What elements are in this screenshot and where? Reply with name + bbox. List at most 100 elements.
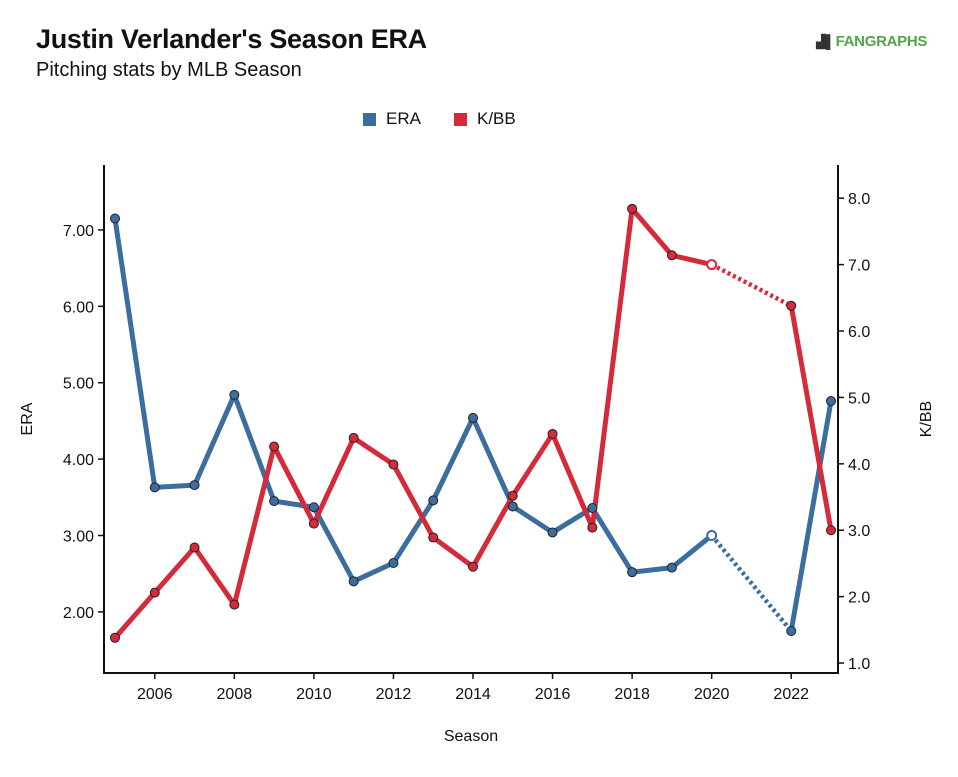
legend-item-kbb: K/BB bbox=[454, 107, 516, 131]
data-point-kbb bbox=[666, 250, 677, 261]
line-segment-era bbox=[351, 560, 396, 584]
y-left-tick-label: 6.00 bbox=[63, 299, 94, 316]
line-segment-era bbox=[112, 215, 158, 490]
data-point-era bbox=[388, 557, 399, 568]
data-point-kbb bbox=[507, 490, 518, 501]
x-tick-label: 2014 bbox=[455, 686, 491, 703]
data-point-era bbox=[468, 412, 478, 423]
chart-axes: 2006 2008 2010 2012 2014 2016 2018 2020 2022 2.00… bbox=[19, 165, 935, 745]
y-right-tick-label: 3.0 bbox=[848, 523, 870, 540]
data-point-kbb bbox=[229, 599, 240, 610]
line-segment-kbb bbox=[669, 252, 715, 268]
line-segment-kbb bbox=[550, 431, 595, 531]
line-segment-kbb bbox=[390, 461, 436, 541]
line-segment-kbb bbox=[152, 544, 198, 596]
y-left-tick-label: 3.00 bbox=[63, 528, 94, 545]
data-point-kbb bbox=[110, 632, 120, 643]
legend-item-era: ERA bbox=[363, 107, 421, 131]
data-point-era bbox=[587, 502, 598, 513]
line-segment-era bbox=[669, 532, 715, 571]
line-segment-era bbox=[629, 565, 675, 575]
legend-swatch-era bbox=[363, 112, 376, 126]
fangraphs-logo-icon: ▟▌ bbox=[816, 34, 835, 49]
data-point-kbb bbox=[826, 525, 836, 536]
legend-label-era: ERA bbox=[386, 109, 421, 128]
data-point-era bbox=[706, 529, 718, 541]
line-segment-kbb bbox=[430, 535, 476, 570]
data-point-era bbox=[428, 495, 439, 506]
data-point-kbb bbox=[308, 518, 319, 529]
line-segment-era bbox=[510, 503, 556, 535]
data-point-kbb bbox=[348, 432, 359, 443]
legend-swatch-kbb bbox=[454, 112, 467, 126]
fangraphs-logo: ▟▌FANGRAPHS bbox=[816, 33, 927, 50]
line-segment-era bbox=[192, 392, 237, 488]
data-point-kbb bbox=[627, 203, 638, 214]
line-segment-kbb bbox=[470, 493, 516, 570]
data-point-era bbox=[666, 562, 677, 573]
line-segment-era bbox=[788, 398, 834, 634]
line-segment-kbb bbox=[192, 544, 237, 608]
x-tick-label: 2006 bbox=[137, 686, 173, 703]
y-right-tick-label: 2.0 bbox=[848, 590, 870, 607]
x-tick-label: 2012 bbox=[376, 686, 412, 703]
line-segment-kbb bbox=[351, 435, 396, 467]
x-tick-label: 2008 bbox=[217, 686, 253, 703]
data-point-kbb bbox=[706, 259, 718, 271]
line-segment-kbb bbox=[629, 206, 675, 258]
data-point-era bbox=[189, 480, 200, 491]
y-right-tick-label: 1.0 bbox=[848, 656, 870, 673]
y-right-tick-label: 7.0 bbox=[848, 258, 870, 275]
data-point-kbb bbox=[189, 542, 200, 553]
y-right-tick-label: 4.0 bbox=[848, 457, 870, 474]
data-point-era bbox=[507, 501, 518, 512]
data-point-era bbox=[786, 625, 797, 636]
fangraphs-logo-text: FANGRAPHS bbox=[835, 33, 928, 50]
line-segment-era bbox=[152, 482, 198, 490]
y-right-tick-label: 6.0 bbox=[848, 324, 870, 341]
x-tick-label: 2022 bbox=[773, 686, 809, 703]
chart-legend: ERA K/BB bbox=[0, 107, 958, 131]
data-point-kbb bbox=[547, 428, 558, 439]
line-segment-era bbox=[709, 534, 793, 633]
line-segment-kbb bbox=[710, 262, 793, 308]
data-point-kbb bbox=[428, 532, 439, 543]
y-left-tick-label: 7.00 bbox=[63, 223, 94, 240]
line-segment-era bbox=[589, 505, 635, 575]
y-right-tick-label: 8.0 bbox=[848, 191, 870, 208]
x-tick-label: 2010 bbox=[296, 686, 332, 703]
x-tick-label: 2020 bbox=[694, 686, 730, 703]
chart-markers bbox=[110, 203, 836, 643]
chart-lines bbox=[112, 206, 834, 641]
line-segment-kbb bbox=[112, 590, 158, 641]
data-point-kbb bbox=[468, 561, 478, 572]
line-segment-era bbox=[271, 498, 317, 510]
data-point-era bbox=[547, 527, 558, 538]
data-point-era bbox=[627, 567, 638, 578]
data-point-kbb bbox=[388, 459, 399, 470]
data-point-era bbox=[269, 496, 280, 507]
data-point-era bbox=[826, 396, 836, 407]
line-segment-kbb bbox=[510, 431, 556, 499]
data-point-kbb bbox=[149, 587, 160, 598]
line-segment-kbb bbox=[788, 303, 834, 533]
chart-subtitle: Pitching stats by MLB Season bbox=[36, 59, 302, 81]
line-segment-era bbox=[231, 392, 277, 504]
line-segment-kbb bbox=[271, 444, 317, 527]
data-point-era bbox=[149, 482, 160, 493]
y-left-tick-label: 5.00 bbox=[63, 376, 94, 393]
line-segment-era bbox=[390, 497, 436, 566]
line-segment-kbb bbox=[589, 206, 635, 531]
legend-label-kbb: K/BB bbox=[477, 109, 516, 128]
data-point-era bbox=[110, 213, 120, 224]
data-point-era bbox=[308, 502, 319, 513]
chart-title: Justin Verlander's Season ERA bbox=[36, 24, 427, 54]
data-point-kbb bbox=[786, 300, 797, 311]
line-segment-kbb bbox=[311, 435, 357, 527]
y-left-tick-label: 2.00 bbox=[63, 605, 94, 622]
line-segment-era bbox=[430, 415, 476, 503]
data-point-era bbox=[229, 389, 240, 400]
line-segment-kbb bbox=[231, 444, 277, 608]
x-tick-label: 2018 bbox=[614, 686, 650, 703]
